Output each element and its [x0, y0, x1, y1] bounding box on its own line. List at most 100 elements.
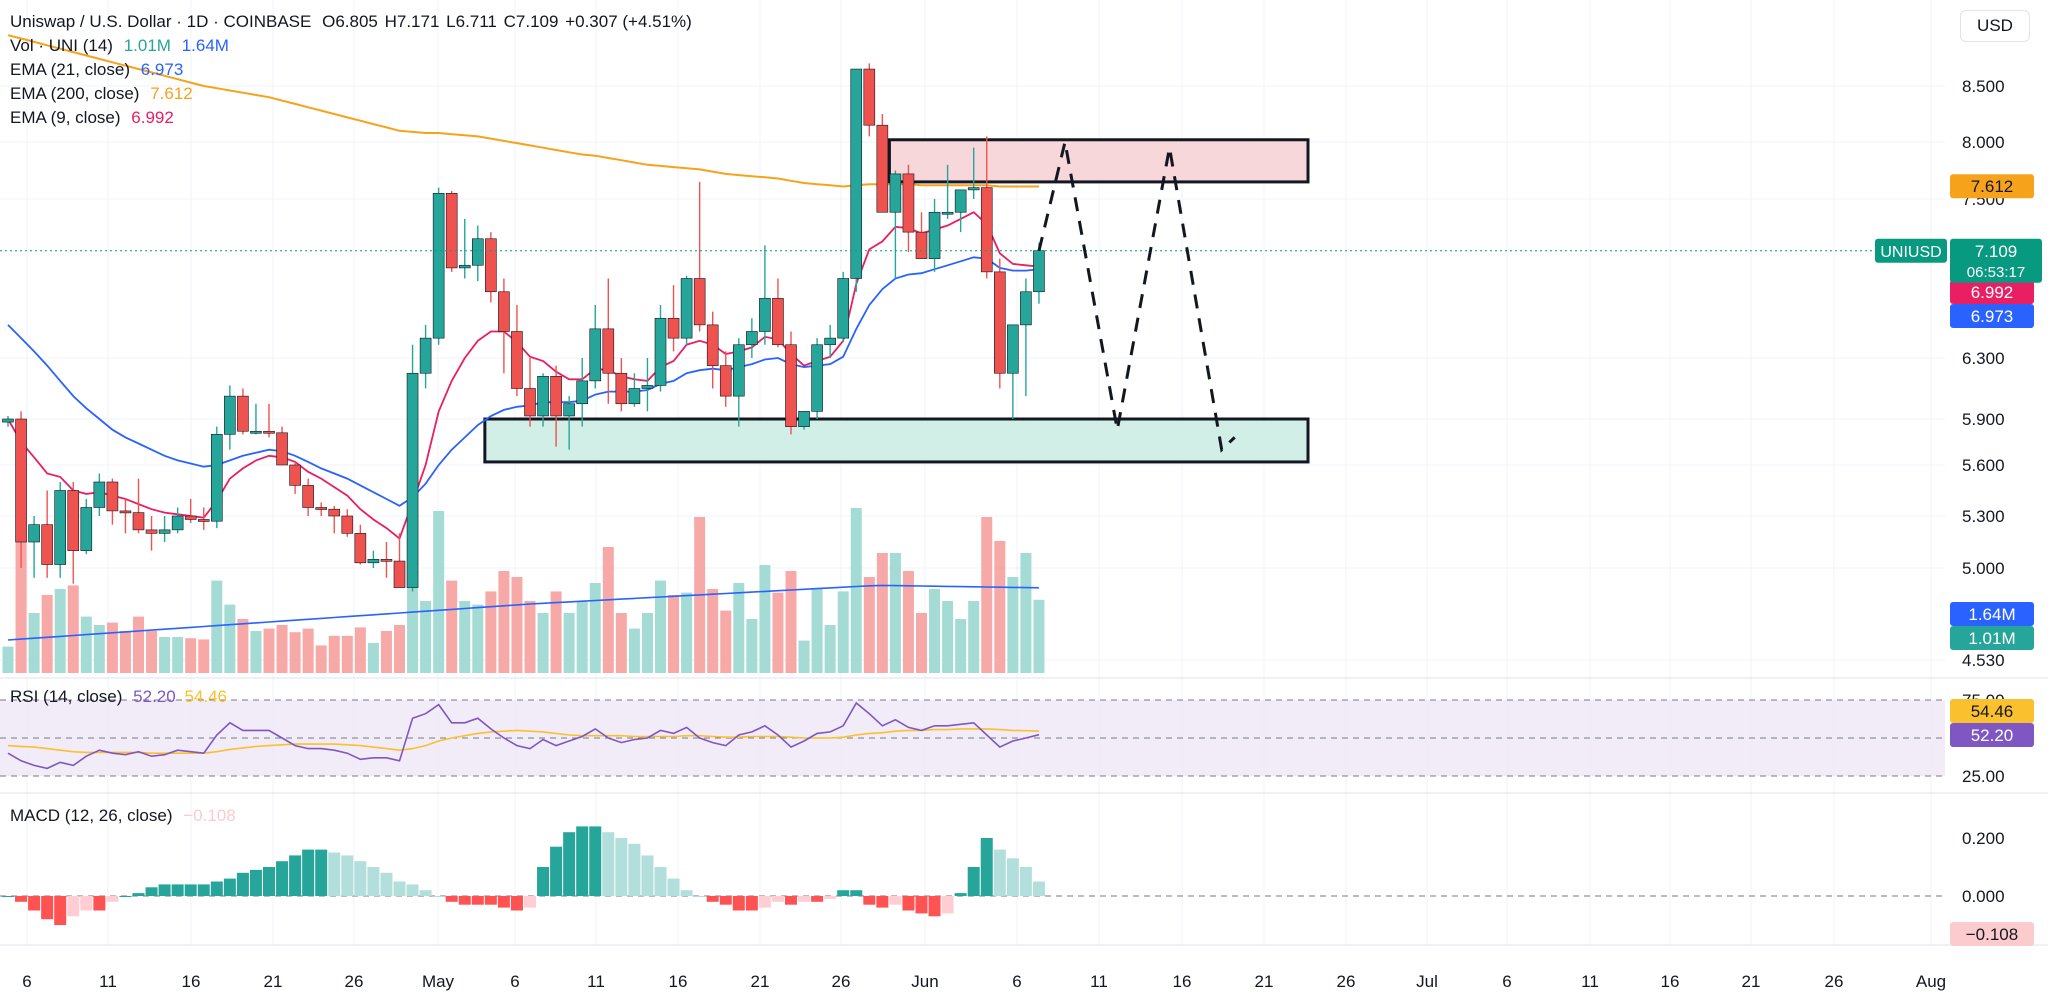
volume-bar-49 — [641, 613, 653, 673]
candle-body-25 — [328, 508, 341, 517]
candle-56 — [732, 338, 745, 427]
candle-body-8 — [106, 481, 119, 512]
candle-body-38 — [498, 291, 510, 332]
macd-bar-6 — [80, 896, 93, 911]
macd-bar-22 — [289, 855, 302, 896]
macd-bar-63 — [824, 896, 837, 899]
macd-pane[interactable] — [0, 826, 1945, 925]
candle-51 — [667, 285, 680, 352]
candle-body-44 — [576, 380, 589, 405]
time-tick-label-4: 26 — [345, 972, 364, 991]
macd-bar-34 — [445, 896, 458, 902]
projection-line — [1037, 141, 1236, 453]
volume-bar-45 — [589, 583, 601, 673]
volume-bar-55 — [720, 610, 732, 673]
volume-bar-32 — [420, 601, 432, 673]
rsi-pane[interactable] — [0, 699, 1945, 777]
candle-78 — [1020, 278, 1032, 397]
volume-tag-1-label: 1.01M — [1968, 629, 2015, 648]
macd-bar-67 — [876, 896, 889, 908]
candle-body-23 — [302, 485, 314, 508]
candle-7 — [93, 473, 106, 516]
volume-bar-79 — [1033, 599, 1045, 673]
candle-body-57 — [746, 331, 758, 346]
candle-body-19 — [250, 430, 262, 434]
candle-76 — [993, 258, 1006, 389]
time-tick-label-12: 6 — [1012, 972, 1021, 991]
candle-body-78 — [1020, 291, 1032, 326]
candle-16 — [211, 426, 223, 529]
macd-bar-0 — [2, 896, 14, 897]
candle-68 — [889, 170, 902, 279]
time-tick-label-20: 16 — [1661, 972, 1680, 991]
macd-bar-8 — [106, 896, 119, 902]
candle-body-3 — [41, 524, 53, 565]
candlesticks[interactable] — [0, 63, 1945, 592]
candle-0 — [2, 415, 14, 427]
volume-bar-64 — [837, 591, 849, 673]
candle-body-14 — [184, 515, 197, 520]
candle-body-35 — [458, 264, 471, 269]
macd-bar-55 — [719, 896, 732, 905]
macd-bar-70 — [915, 896, 928, 914]
candle-body-70 — [915, 231, 928, 259]
candle-19 — [250, 403, 262, 435]
macd-legend: MACD (12, 26, close) −0.108 — [10, 806, 236, 826]
candle-body-17 — [224, 395, 236, 435]
candle-body-42 — [550, 375, 562, 417]
volume-bar-42 — [550, 591, 562, 673]
macd-bar-36 — [471, 896, 484, 905]
candle-body-63 — [824, 337, 836, 346]
ema9-line — [7, 211, 1040, 540]
candle-9 — [119, 499, 132, 534]
time-tick-label-11: Jun — [911, 972, 938, 991]
macd-bar-13 — [171, 884, 184, 896]
macd-bar-69 — [902, 896, 915, 911]
volume-bar-38 — [498, 571, 510, 673]
candle-27 — [354, 524, 367, 565]
macd-bar-28 — [367, 867, 380, 896]
macd-bar-51 — [667, 878, 680, 896]
candle-body-10 — [132, 512, 145, 531]
candle-body-15 — [197, 519, 210, 522]
volume-bar-24 — [315, 645, 327, 673]
ema21-legend: EMA (21, close) 6.973 — [10, 58, 189, 82]
candle-36 — [471, 225, 484, 282]
candle-body-79 — [1033, 250, 1045, 293]
macd-bar-18 — [236, 872, 249, 896]
candle-40 — [524, 358, 536, 427]
candle-body-59 — [772, 298, 784, 346]
projection-path[interactable] — [1037, 141, 1236, 453]
macd-bar-16 — [210, 881, 223, 896]
macd-bar-15 — [197, 884, 210, 896]
time-tick-label-18: 6 — [1502, 972, 1511, 991]
volume-bar-61 — [798, 640, 810, 673]
candle-28 — [367, 550, 380, 568]
candle-body-5 — [67, 490, 80, 551]
macd-value: −0.108 — [183, 806, 236, 825]
macd-bar-46 — [602, 832, 615, 896]
candle-72 — [941, 164, 954, 219]
volume-bar-20 — [263, 628, 275, 673]
candle-63 — [824, 324, 836, 358]
time-tick-label-10: 26 — [832, 972, 851, 991]
macd-bar-41 — [537, 867, 550, 896]
volume-bar-57 — [746, 619, 758, 673]
volume-bar-35 — [459, 601, 471, 673]
candle-49 — [641, 358, 654, 412]
price-zones[interactable] — [483, 138, 1310, 464]
volume-bar-4 — [54, 589, 66, 673]
time-tick-label-0: 6 — [22, 972, 31, 991]
volume-bar-30 — [394, 625, 405, 673]
price-tag-0-label: 7.612 — [1971, 177, 2014, 196]
macd-tag-label: −0.108 — [1966, 925, 2018, 944]
price-tick-label-1: 8.000 — [1962, 133, 2005, 152]
candle-body-51 — [667, 317, 680, 339]
candle-body-33 — [432, 193, 445, 339]
time-tick-label-14: 16 — [1173, 972, 1192, 991]
currency-selector[interactable]: USD — [1960, 10, 2030, 42]
volume-bar-12 — [159, 637, 171, 673]
candle-77 — [1007, 324, 1019, 419]
macd-bar-68 — [889, 896, 902, 905]
